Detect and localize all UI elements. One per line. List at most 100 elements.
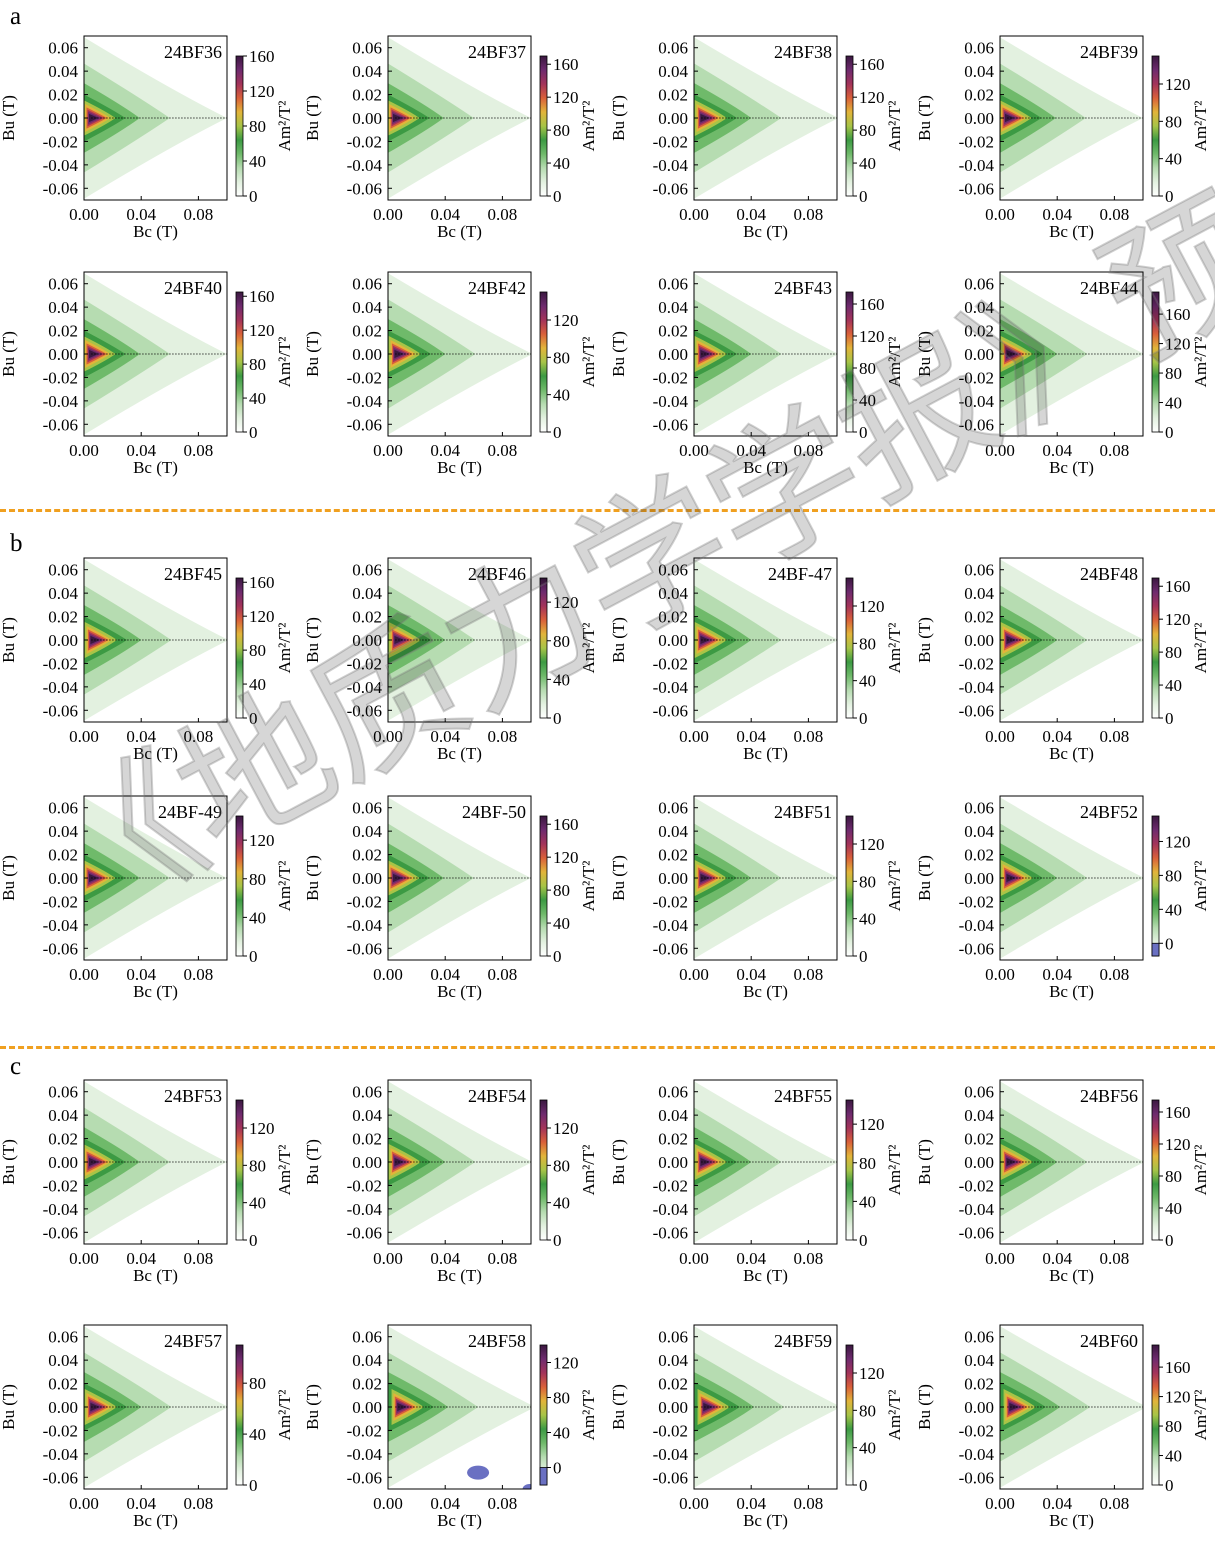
colorbar-tick-label: 0	[553, 947, 562, 966]
colorbar-negative	[1151, 942, 1160, 957]
y-tick-label: 0.00	[964, 109, 994, 128]
x-tick-label: 0.04	[430, 205, 460, 224]
y-tick-label: 0.04	[964, 298, 994, 317]
y-tick-label: 0.02	[48, 846, 78, 865]
x-tick-label: 0.00	[679, 727, 709, 746]
colorbar-tick-label: 40	[249, 389, 266, 408]
colorbar-label: Am²/T²	[275, 1390, 294, 1441]
x-axis-label: Bc (T)	[1049, 982, 1094, 1001]
forc-panel: 0.06 0.04 0.02 0.00 -0.02 -0.04 -0.06 0.00 0.04 0…	[303, 784, 598, 1014]
colorbar-tick-label: 120	[1165, 832, 1191, 851]
x-tick-label: 0.04	[1042, 205, 1072, 224]
y-tick-label: 0.04	[964, 822, 994, 841]
y-tick-label: 0.04	[48, 1351, 78, 1370]
x-axis-label: Bc (T)	[743, 458, 788, 477]
y-axis-label: Bu (T)	[0, 617, 18, 663]
forc-panel: 0.06 0.04 0.02 0.00 -0.02 -0.04 -0.06 0.00 0.04 0…	[609, 1313, 904, 1543]
y-tick-label: 0.06	[48, 1083, 78, 1102]
contour-level-10	[89, 349, 99, 359]
x-tick-label: 0.04	[126, 965, 156, 984]
y-tick-label: 0.02	[658, 1130, 688, 1149]
y-tick-label: 0.04	[48, 1106, 78, 1125]
colorbar-tick-label: 120	[859, 1364, 885, 1383]
forc-panel: 0.06 0.04 0.02 0.00 -0.02 -0.04 -0.06 0.00 0.04 0…	[915, 784, 1210, 1014]
colorbar-tick-label: 0	[859, 947, 868, 966]
y-tick-label: -0.04	[653, 156, 689, 175]
y-tick-label: 0.06	[658, 1328, 688, 1347]
forc-panel: 0.06 0.04 0.02 0.00 -0.02 -0.04 -0.06 0.00 0.04 0…	[609, 24, 904, 254]
y-tick-label: -0.04	[347, 1200, 383, 1219]
y-axis-label: Bu (T)	[609, 331, 628, 377]
colorbar-tick-label: 0	[249, 947, 258, 966]
y-tick-label: 0.00	[964, 1398, 994, 1417]
forc-panel: 0.06 0.04 0.02 0.00 -0.02 -0.04 -0.06 0.00 0.04 0…	[915, 24, 1210, 254]
colorbar-tick-label: 120	[553, 1354, 579, 1373]
sample-label: 24BF53	[164, 1086, 222, 1106]
y-tick-label: 0.04	[658, 1106, 688, 1125]
group-divider	[0, 1046, 1215, 1049]
y-tick-label: 0.06	[964, 275, 994, 294]
y-tick-label: 0.00	[352, 109, 382, 128]
y-axis-label: Bu (T)	[0, 331, 18, 377]
y-tick-label: 0.06	[48, 275, 78, 294]
y-tick-label: 0.02	[964, 608, 994, 627]
x-tick-label: 0.04	[1042, 727, 1072, 746]
y-tick-label: -0.06	[43, 179, 78, 198]
colorbar-tick-label: 0	[859, 187, 868, 206]
y-tick-label: -0.06	[959, 939, 994, 958]
colorbar-tick-label: 120	[553, 311, 579, 330]
y-tick-label: -0.04	[959, 156, 995, 175]
x-tick-label: 0.00	[985, 205, 1015, 224]
colorbar-tick-label: 80	[859, 1154, 876, 1173]
y-tick-label: 0.06	[658, 1083, 688, 1102]
x-tick-label: 0.00	[69, 441, 99, 460]
y-tick-label: 0.02	[658, 86, 688, 105]
y-tick-label: 0.06	[658, 275, 688, 294]
y-tick-label: -0.04	[347, 156, 383, 175]
colorbar-tick-label: 40	[1165, 676, 1182, 695]
colorbar-tick-label: 80	[249, 117, 266, 136]
x-tick-label: 0.04	[126, 727, 156, 746]
forc-panel: 0.06 0.04 0.02 0.00 -0.02 -0.04 -0.06 0.00 0.04 0…	[303, 1068, 598, 1298]
x-axis-label: Bc (T)	[437, 1511, 482, 1530]
y-tick-label: -0.02	[43, 1176, 78, 1195]
colorbar-tick-label: 120	[859, 835, 885, 854]
x-tick-label: 0.08	[184, 965, 214, 984]
y-tick-label: -0.06	[43, 939, 78, 958]
colorbar-tick-label: 80	[553, 1156, 570, 1175]
y-tick-label: -0.02	[959, 654, 994, 673]
y-tick-label: 0.04	[352, 1106, 382, 1125]
colorbar-tick-label: 80	[553, 881, 570, 900]
colorbar-tick-label: 40	[553, 1194, 570, 1213]
y-tick-label: 0.02	[48, 322, 78, 341]
colorbar-tick-label: 0	[249, 187, 258, 206]
y-tick-label: 0.02	[964, 86, 994, 105]
colorbar-tick-label: 80	[1165, 364, 1182, 383]
colorbar-tick-label: 80	[553, 1389, 570, 1408]
colorbar-tick-label: 160	[859, 55, 885, 74]
colorbar-tick-label: 120	[249, 321, 275, 340]
x-axis-label: Bc (T)	[133, 982, 178, 1001]
y-tick-label: -0.06	[347, 939, 382, 958]
colorbar: 0 40 80 120 160 Am²/T²	[235, 287, 294, 442]
y-tick-label: 0.02	[352, 1375, 382, 1394]
x-axis-label: Bc (T)	[133, 458, 178, 477]
colorbar-tick-label: 160	[1165, 1103, 1191, 1122]
y-tick-label: 0.06	[48, 561, 78, 580]
x-tick-label: 0.08	[488, 441, 518, 460]
colorbar-tick-label: 80	[553, 632, 570, 651]
colorbar-tick-label: 0	[859, 709, 868, 728]
x-axis-label: Bc (T)	[1049, 744, 1094, 763]
colorbar-tick-label: 160	[859, 295, 885, 314]
x-tick-label: 0.08	[1100, 1494, 1130, 1513]
y-tick-label: -0.06	[653, 1468, 688, 1487]
y-tick-label: -0.04	[43, 916, 79, 935]
y-tick-label: -0.04	[653, 1200, 689, 1219]
colorbar-tick-label: 40	[249, 675, 266, 694]
y-tick-label: -0.04	[43, 156, 79, 175]
y-tick-label: -0.04	[347, 1445, 383, 1464]
